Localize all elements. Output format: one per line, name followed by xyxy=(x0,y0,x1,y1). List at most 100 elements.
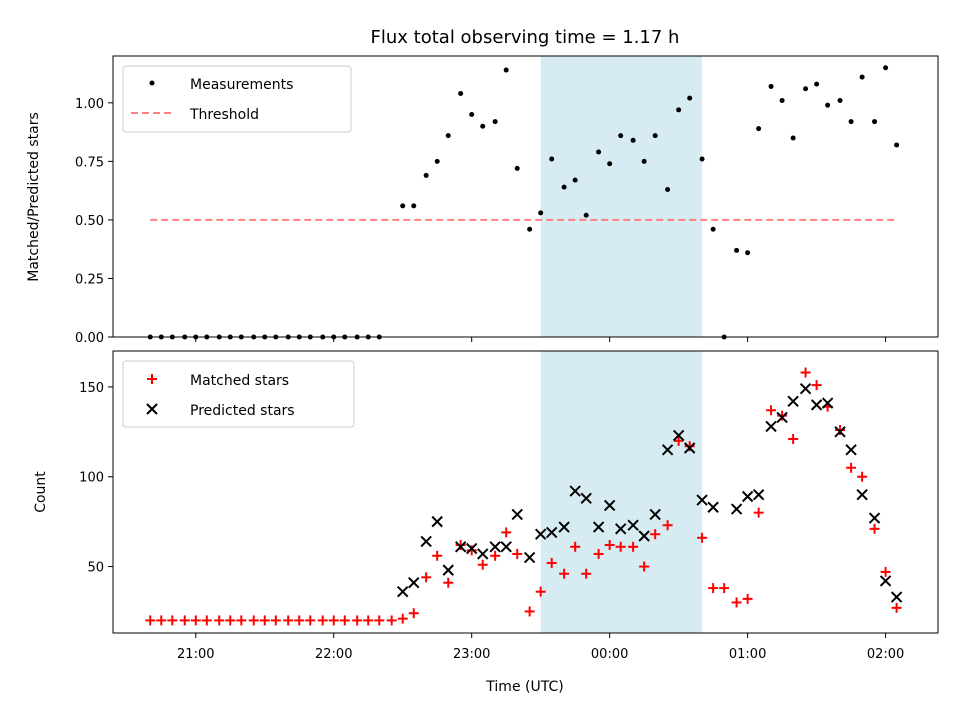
measurement-point xyxy=(607,161,613,167)
predicted-star-point xyxy=(511,508,523,521)
matched-star-point xyxy=(214,615,225,626)
measurement-point xyxy=(883,65,889,71)
top-y-tick-label: 0.50 xyxy=(75,214,104,229)
predicted-star-point xyxy=(765,420,777,433)
measurement-point xyxy=(618,133,624,139)
matched-star-point xyxy=(835,425,846,436)
matched-star-point xyxy=(305,615,316,626)
bottom-y-tick-label: 50 xyxy=(87,561,104,576)
matched-star-point xyxy=(697,532,708,543)
measurement-point xyxy=(423,172,429,178)
matched-star-point xyxy=(615,541,626,552)
predicted-star-point xyxy=(799,383,812,395)
predicted-star-point xyxy=(868,512,881,524)
measurement-point xyxy=(699,156,705,162)
top-y-tick-label: 1.00 xyxy=(75,97,104,112)
predicted-star-point xyxy=(431,515,443,528)
predicted-star-point xyxy=(707,501,719,513)
matched-star-point xyxy=(270,615,281,626)
predicted-star-point xyxy=(569,485,581,497)
measurement-point xyxy=(572,177,578,183)
matched-star-point xyxy=(283,615,294,626)
predicted-star-point xyxy=(776,411,788,424)
matched-star-point xyxy=(259,615,270,626)
predicted-star-point xyxy=(408,576,420,589)
measurement-point xyxy=(527,226,533,232)
top-y-tick-label: 0.25 xyxy=(75,272,104,287)
legend-threshold-label: Threshold xyxy=(189,107,259,123)
predicted-star-point xyxy=(741,490,754,503)
top-y-tick-label: 0.75 xyxy=(75,155,104,170)
predicted-star-point xyxy=(845,444,857,456)
matched-star-point xyxy=(777,410,788,421)
predicted-star-point xyxy=(465,542,478,555)
legend-measurement-marker xyxy=(149,80,155,86)
predicted-star-point xyxy=(661,444,674,456)
bottom-panel: 21:00 22:00 23:00 00:00 01:00 02:00 50100150 … xyxy=(33,350,939,695)
measurement-point xyxy=(779,97,785,103)
matched-star-point xyxy=(535,586,546,597)
measurement-point xyxy=(687,95,693,101)
bottom-y-ticks: 50 100 150 xyxy=(79,381,113,576)
predicted-star-point xyxy=(603,499,616,512)
predicted-star-point xyxy=(477,548,489,560)
measurement-point xyxy=(790,135,796,141)
matched-star-point xyxy=(524,606,535,617)
predicted-star-point xyxy=(627,519,639,531)
measurement-point xyxy=(756,126,762,132)
matched-star-point xyxy=(512,548,523,559)
measurement-point xyxy=(803,86,809,92)
predicted-star-point xyxy=(879,575,892,587)
bottom-y-tick-label: 150 xyxy=(79,381,104,396)
bottom-legend: Matched stars Predicted stars xyxy=(122,360,355,428)
measurement-point xyxy=(734,247,740,253)
measurement-point xyxy=(514,165,520,171)
matched-star-point xyxy=(673,435,684,446)
matched-star-point xyxy=(766,405,777,416)
measurement-point xyxy=(859,74,865,80)
predicted-star-point xyxy=(580,492,592,504)
top-legend: Measurements Threshold xyxy=(122,65,352,133)
x-tick-label: 01:00 xyxy=(729,647,766,662)
matched-star-point xyxy=(225,615,236,626)
measurement-point xyxy=(848,119,854,125)
matched-star-point xyxy=(719,583,730,594)
predicted-star-point xyxy=(890,591,903,603)
predicted-star-point xyxy=(489,541,501,553)
predicted-star-point xyxy=(730,503,743,515)
matched-star-point xyxy=(339,615,350,626)
measurement-point xyxy=(630,137,636,143)
measurement-point xyxy=(434,158,440,164)
measurement-point xyxy=(894,142,900,148)
measurement-point xyxy=(676,107,682,113)
predicted-star-point xyxy=(546,526,558,539)
matched-star-point xyxy=(328,615,339,626)
legend-predicted-marker xyxy=(146,403,158,415)
predicted-star-point xyxy=(534,528,547,540)
measurement-point xyxy=(872,119,878,125)
predicted-star-point xyxy=(696,494,708,506)
measurement-point xyxy=(837,97,843,103)
measurement-point xyxy=(814,81,820,87)
x-tick-label: 00:00 xyxy=(591,647,628,662)
matched-star-point xyxy=(880,566,891,577)
measurement-point xyxy=(561,184,567,190)
measurement-point xyxy=(665,186,671,192)
bottom-y-tick-label: 100 xyxy=(79,471,104,486)
legend-matched-marker xyxy=(147,374,157,384)
matched-star-point xyxy=(455,539,466,550)
matched-star-point xyxy=(857,471,868,482)
bottom-legend-box xyxy=(122,360,355,428)
predicted-star-point xyxy=(523,551,536,564)
predicted-star-point xyxy=(649,508,661,521)
measurement-point xyxy=(596,149,602,155)
matched-star-point xyxy=(490,550,501,561)
matched-star-point xyxy=(546,557,557,568)
measurement-point xyxy=(492,119,498,125)
matched-star-point xyxy=(731,597,742,608)
top-legend-box xyxy=(122,65,352,133)
predicted-star-point xyxy=(856,488,868,501)
predicted-star-point xyxy=(834,426,846,438)
matched-star-point xyxy=(167,615,178,626)
